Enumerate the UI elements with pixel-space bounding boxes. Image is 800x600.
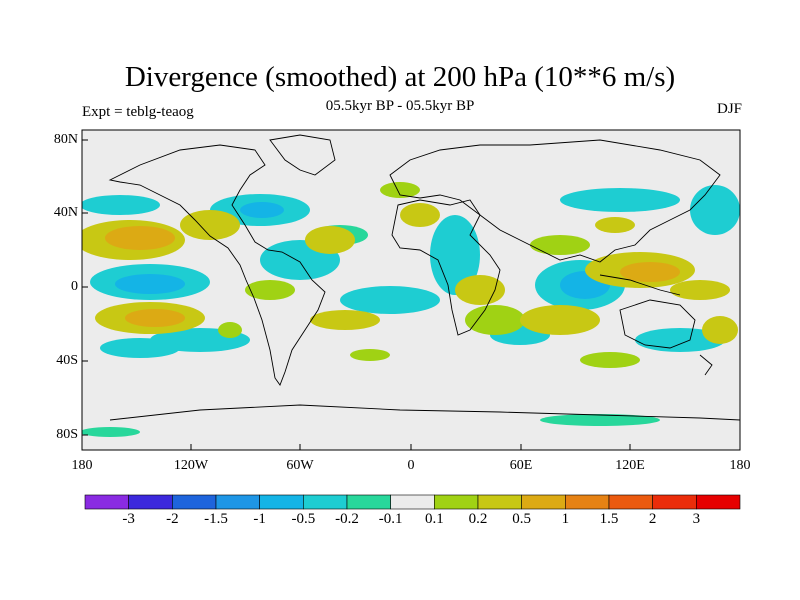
lat-label-40n: 40N — [53, 205, 78, 220]
lon-label-60w: 60W — [286, 458, 314, 473]
lon-label-180e: 180 — [729, 458, 751, 473]
lat-label-0: 0 — [71, 279, 78, 294]
map-subtitle: 05.5kyr BP - 05.5kyr BP — [325, 98, 475, 114]
pos-region — [580, 352, 640, 368]
pos-region — [180, 210, 240, 240]
pos-region — [400, 203, 440, 227]
colorbar-label: -2 — [166, 511, 179, 527]
colorbar-label: -0.1 — [378, 511, 403, 527]
neg-region — [100, 338, 180, 358]
colorbar-swatch — [84, 494, 129, 510]
lat-label-80s: 80S — [56, 427, 78, 442]
indonesia-coast — [599, 274, 681, 296]
colorbar-label: 1.5 — [599, 511, 619, 527]
pos-region — [105, 226, 175, 250]
pos-region — [380, 182, 420, 198]
colorbar-swatch — [346, 494, 391, 510]
colorbar-label: -3 — [122, 511, 135, 527]
pos-region — [620, 262, 680, 282]
pos-region — [218, 322, 242, 338]
pos-region — [125, 309, 185, 327]
neg-region — [82, 195, 160, 215]
colorbar-swatch — [390, 494, 435, 510]
colorbar-swatch — [608, 494, 653, 510]
newzealand-coast — [699, 354, 713, 376]
lon-label-180w: 180 — [71, 458, 93, 473]
colorbar-swatch — [303, 494, 348, 510]
lon-label-60e: 60E — [509, 458, 533, 473]
neg-region — [340, 286, 440, 314]
colorbar-label: 0.1 — [424, 511, 444, 527]
experiment-label: Expt = teblg-teaog — [82, 104, 194, 120]
map-title: Divergence (smoothed) at 200 hPa (10**6 … — [124, 61, 676, 93]
colorbar-label: 2 — [648, 511, 657, 527]
field-layer — [82, 130, 740, 450]
colorbar-swatch — [128, 494, 173, 510]
lat-label-40s: 40S — [56, 353, 78, 368]
lon-label-120e: 120E — [615, 458, 645, 473]
colorbar-swatch — [434, 494, 479, 510]
neg-region — [430, 215, 480, 295]
neg-region — [82, 427, 140, 437]
greenland-coast — [269, 134, 336, 176]
pos-region — [455, 275, 505, 305]
season-label: DJF — [716, 101, 742, 117]
colorbar-label: -1 — [253, 511, 266, 527]
lon-label-120w: 120W — [173, 458, 209, 473]
colorbar-label: -1.5 — [204, 511, 228, 527]
coastlines — [108, 134, 740, 421]
neg-region — [115, 274, 185, 294]
colorbar — [84, 494, 741, 510]
australia-coast — [619, 299, 696, 349]
colorbar-label: -0.5 — [291, 511, 316, 527]
pos-region — [350, 349, 390, 361]
neg-region — [635, 328, 725, 352]
lon-label-0: 0 — [407, 458, 415, 473]
pos-region — [465, 305, 525, 335]
colorbar-swatch — [172, 494, 217, 510]
positive-divergence-regions — [82, 182, 738, 368]
neg-region — [690, 185, 740, 235]
eurasia-coast — [389, 139, 721, 263]
colorbar-label: -0.2 — [335, 511, 359, 527]
colorbar-label: 0.2 — [468, 511, 488, 527]
colorbar-swatch — [477, 494, 522, 510]
colorbar-swatch — [565, 494, 610, 510]
neg-region — [540, 414, 660, 426]
pos-region — [702, 316, 738, 344]
axis-ticks — [82, 139, 631, 450]
pos-region — [305, 226, 355, 254]
pos-region — [310, 310, 380, 330]
colorbar-label: 1 — [561, 511, 570, 527]
pos-region — [520, 305, 600, 335]
colorbar-swatch — [652, 494, 697, 510]
pos-region — [530, 235, 590, 255]
pos-region — [595, 217, 635, 233]
colorbar-swatch — [696, 494, 741, 510]
colorbar-label: 3 — [692, 511, 701, 527]
colorbar-swatch — [521, 494, 566, 510]
lat-label-80n: 80N — [53, 132, 78, 147]
americas-coast — [108, 144, 326, 386]
africa-coast — [391, 199, 501, 336]
pos-region — [670, 280, 730, 300]
neg-region — [240, 202, 284, 218]
neg-region — [560, 188, 680, 212]
colorbar-swatch — [215, 494, 260, 510]
colorbar-swatch — [259, 494, 304, 510]
colorbar-label: 0.5 — [512, 511, 532, 527]
antarctica-coast — [109, 404, 740, 421]
pos-region — [245, 280, 295, 300]
